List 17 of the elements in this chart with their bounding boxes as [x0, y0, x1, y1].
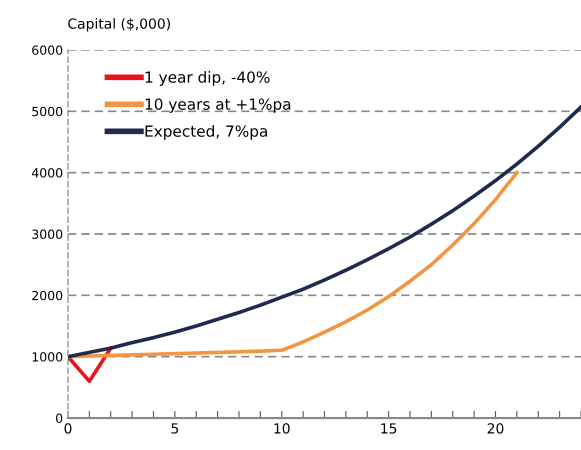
line-series	[68, 170, 519, 359]
legend-label: 10 years at +1%pa	[146, 98, 290, 113]
y-tick-label: 4000	[32, 168, 62, 178]
x-tick-label: 20	[488, 423, 504, 434]
legend-label: 1 year dip, -40%	[146, 71, 270, 86]
y-tick-label: 2000	[32, 290, 62, 300]
y-tick-label: 3000	[32, 229, 62, 239]
legend-label: Expected, 7%pa	[146, 125, 267, 140]
y-axis-title: Capital ($,000)	[68, 18, 170, 32]
x-tick-label: 0	[64, 423, 72, 434]
y-tick-label: 0	[56, 414, 62, 423]
x-tick-label: 15	[381, 423, 396, 434]
x-tick-label: 5	[172, 423, 178, 434]
x-tick-label: 10	[274, 423, 290, 434]
y-tick-label: 6000	[32, 45, 62, 55]
y-tick-label: 5000	[32, 106, 62, 116]
y-tick-label: 1000	[32, 352, 62, 362]
